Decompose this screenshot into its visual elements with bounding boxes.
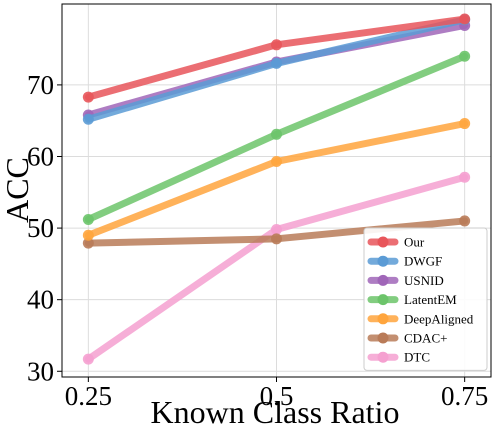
series-lines xyxy=(82,13,471,365)
data-point xyxy=(82,229,94,241)
x-axis-label: Known Class Ratio xyxy=(151,394,400,429)
legend-label: DWGF xyxy=(404,254,442,269)
y-tick-label: 50 xyxy=(27,213,54,243)
series-dwgf xyxy=(82,14,471,125)
legend-label: CDAC+ xyxy=(404,331,447,346)
legend-item: DWGF xyxy=(367,254,442,269)
series-cdac- xyxy=(82,215,471,249)
series-deepaligned xyxy=(82,118,471,241)
legend-swatch-marker xyxy=(377,236,389,248)
axis-ticks: 0.25 0.5 0.75 30 40 50 60 70 xyxy=(27,70,488,411)
legend-item: Our xyxy=(367,235,425,250)
data-point xyxy=(82,353,94,365)
x-tick-label: 0.5 xyxy=(260,381,294,411)
data-point xyxy=(459,50,471,62)
legend-item: LatentEM xyxy=(367,292,457,307)
y-axis-label: ACC xyxy=(0,157,35,223)
legend-item: DTC xyxy=(367,350,430,365)
data-point xyxy=(82,213,94,225)
legend-swatch-marker xyxy=(377,351,389,363)
series-latentem xyxy=(82,50,471,225)
x-tick-label: 0.75 xyxy=(441,381,488,411)
x-tick-label: 0.25 xyxy=(65,381,112,411)
y-tick-label: 30 xyxy=(27,356,54,386)
legend-item: CDAC+ xyxy=(367,331,447,346)
legend-swatch-marker xyxy=(377,294,389,306)
legend-swatch-marker xyxy=(377,313,389,325)
legend-item: DeepAligned xyxy=(367,311,474,326)
data-point xyxy=(82,91,94,103)
legend: Our DWGF USNID LatentEM DeepAligned CDAC+ DTC xyxy=(363,227,488,371)
legend-label: USNID xyxy=(404,273,444,288)
data-point xyxy=(459,171,471,183)
data-point xyxy=(271,224,282,236)
series-dtc xyxy=(82,171,471,365)
data-point xyxy=(271,156,282,168)
legend-swatch-marker xyxy=(377,255,389,267)
legend-swatch-marker xyxy=(377,332,389,344)
data-point xyxy=(459,118,471,130)
y-tick-label: 70 xyxy=(27,70,54,100)
data-point xyxy=(82,237,94,249)
legend-label: DTC xyxy=(404,350,430,365)
data-point xyxy=(271,128,282,140)
legend-label: LatentEM xyxy=(404,292,457,307)
legend-item: USNID xyxy=(367,273,444,288)
y-tick-label: 40 xyxy=(27,285,54,315)
data-point xyxy=(271,57,282,69)
data-point xyxy=(82,113,94,125)
data-point xyxy=(459,215,471,227)
series-our xyxy=(82,13,471,103)
legend-swatch-marker xyxy=(377,274,389,286)
legend-label: Our xyxy=(404,235,425,250)
y-tick-label: 60 xyxy=(27,141,54,171)
data-point xyxy=(271,39,282,51)
legend-label: DeepAligned xyxy=(404,311,474,326)
data-point xyxy=(459,13,471,25)
data-point xyxy=(271,233,282,245)
